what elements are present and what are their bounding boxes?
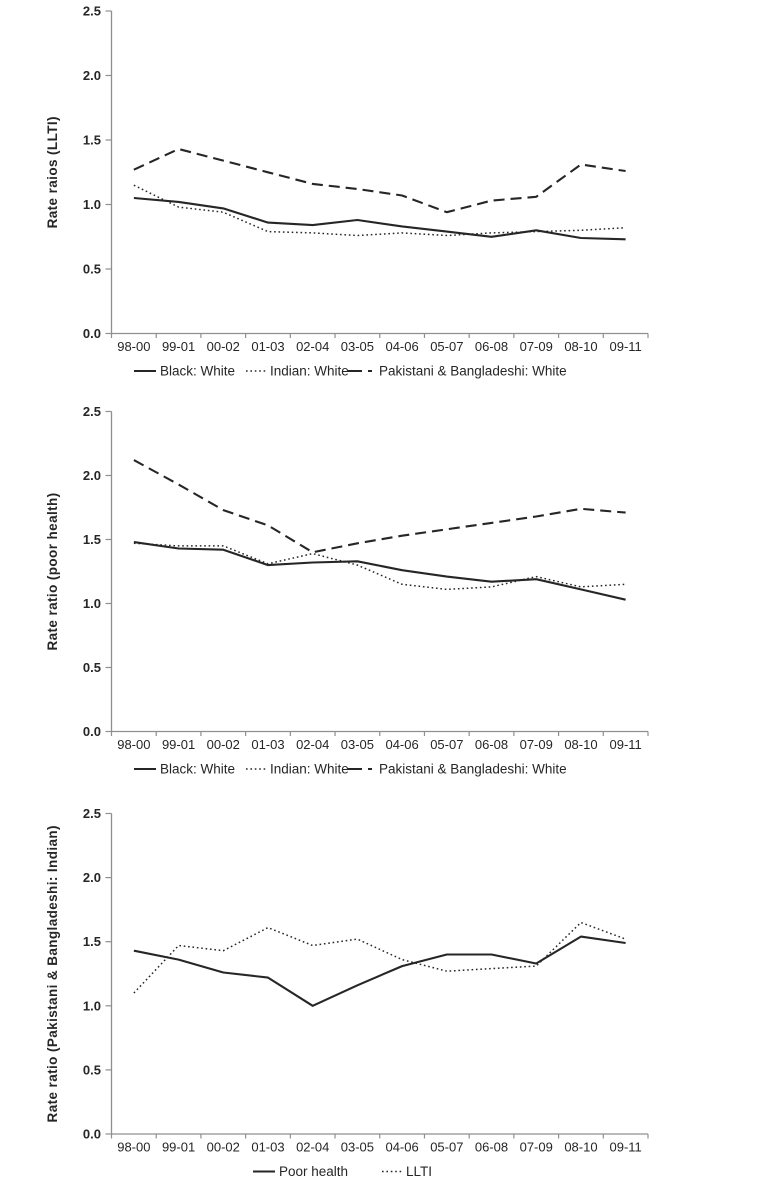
- legend-item-pakistani-bangladeshi-white: Pakistani & Bangladeshi: White: [348, 364, 567, 379]
- y-tick-label: 2.0: [83, 870, 101, 885]
- x-tick-label: 07-09: [520, 339, 553, 354]
- x-tick-label: 06-08: [475, 737, 508, 752]
- legend-item-indian-white: Indian: White: [246, 762, 349, 777]
- y-tick-label: 0.5: [83, 262, 101, 277]
- x-tick-label: 04-06: [385, 1140, 418, 1155]
- x-tick-label: 09-11: [609, 737, 641, 752]
- legend-label: Indian: White: [270, 762, 349, 777]
- y-tick-label: 1.0: [83, 998, 101, 1013]
- legend-item-llti: LLTI: [382, 1164, 432, 1179]
- y-tick-label: 1.5: [83, 934, 101, 949]
- series-line-poor-health: [133, 935, 626, 1007]
- series-line-llti: [133, 921, 626, 994]
- series-line-black-white: [133, 541, 626, 601]
- y-tick-label: 2.0: [83, 468, 101, 483]
- x-tick-label: 04-06: [385, 737, 418, 752]
- x-tick-label: 08-10: [564, 737, 597, 752]
- legend-item-black-white: Black: White: [134, 364, 235, 379]
- x-tick-label: 06-08: [475, 1140, 508, 1155]
- y-axis-title: Rate ratio (Pakistani & Bangladeshi: Ind…: [45, 825, 60, 1122]
- y-axis-title: Rate raios (LLTI): [45, 116, 60, 228]
- legend-item-pakistani-bangladeshi-white: Pakistani & Bangladeshi: White: [348, 762, 567, 777]
- legend-label: Pakistani & Bangladeshi: White: [379, 364, 567, 379]
- x-tick-label: 05-07: [430, 339, 463, 354]
- x-tick-label: 98-00: [117, 339, 150, 354]
- y-tick-label: 1.0: [83, 197, 101, 212]
- x-tick-label: 05-07: [430, 1140, 463, 1155]
- y-axis-title: Rate ratio (poor health): [45, 492, 60, 650]
- series-line-black-white: [133, 196, 626, 241]
- y-tick-label: 2.5: [83, 806, 101, 821]
- x-tick-label: 00-02: [207, 339, 240, 354]
- x-tick-label: 07-09: [520, 1140, 553, 1155]
- x-tick-label: 00-02: [207, 1140, 240, 1155]
- y-tick-label: 0.5: [83, 660, 101, 675]
- legend-item-poor-health: Poor health: [253, 1164, 348, 1179]
- x-tick-label: 03-05: [341, 737, 374, 752]
- x-tick-label: 98-00: [117, 737, 150, 752]
- legend-label: Pakistani & Bangladeshi: White: [379, 762, 567, 777]
- y-tick-label: 2.0: [83, 68, 101, 83]
- x-tick-label: 99-01: [162, 1140, 195, 1155]
- x-tick-label: 03-05: [341, 339, 374, 354]
- x-tick-label: 09-11: [609, 1140, 641, 1155]
- x-tick-label: 98-00: [117, 1140, 150, 1155]
- x-tick-label: 09-11: [609, 339, 641, 354]
- x-tick-label: 99-01: [162, 339, 195, 354]
- x-tick-label: 08-10: [564, 1140, 597, 1155]
- series-line-pakistani-bangladeshi-white: [133, 147, 626, 214]
- legend-label: Indian: White: [270, 364, 349, 379]
- series-line-pakistani-bangladeshi-white: [133, 459, 626, 554]
- chart-panel-1: 0.0 0.5 1.0 1.5 2.0 2.5 98-00 99-01 00-02 01-03 02…: [45, 4, 649, 379]
- y-tick-label: 1.5: [83, 532, 101, 547]
- y-tick-label: 2.5: [83, 4, 101, 19]
- chart-panel-2: 0.0 0.5 1.0 1.5 2.0 2.5 98-00 99-01 00-02 01-03 02…: [45, 404, 649, 777]
- legend-label: Poor health: [279, 1164, 348, 1179]
- x-tick-label: 01-03: [251, 737, 284, 752]
- x-tick-label: 07-09: [520, 737, 553, 752]
- y-tick-label: 0.0: [83, 326, 101, 341]
- legend-item-black-white: Black: White: [134, 762, 235, 777]
- y-tick-label: 0.5: [83, 1062, 101, 1077]
- x-tick-label: 02-04: [296, 737, 329, 752]
- x-tick-label: 99-01: [162, 737, 195, 752]
- y-tick-label: 0.0: [83, 724, 101, 739]
- x-tick-label: 01-03: [251, 1140, 284, 1155]
- x-tick-label: 02-04: [296, 339, 329, 354]
- legend-item-indian-white: Indian: White: [246, 364, 349, 379]
- x-tick-label: 03-05: [341, 1140, 374, 1155]
- y-tick-label: 1.5: [83, 133, 101, 148]
- x-tick-label: 00-02: [207, 737, 240, 752]
- chart-panel-3: 0.0 0.5 1.0 1.5 2.0 2.5 98-00 99-01 00-02 01-03 02…: [45, 806, 649, 1179]
- y-tick-label: 2.5: [83, 404, 101, 419]
- x-tick-label: 08-10: [564, 339, 597, 354]
- x-tick-label: 02-04: [296, 1140, 329, 1155]
- legend-label: LLTI: [406, 1164, 432, 1179]
- x-tick-label: 01-03: [251, 339, 284, 354]
- y-tick-label: 1.0: [83, 596, 101, 611]
- x-tick-label: 04-06: [385, 339, 418, 354]
- x-tick-label: 06-08: [475, 339, 508, 354]
- legend-label: Black: White: [160, 762, 235, 777]
- x-tick-label: 05-07: [430, 737, 463, 752]
- series-line-indian-white: [133, 184, 626, 237]
- y-tick-label: 0.0: [83, 1127, 101, 1142]
- legend-label: Black: White: [160, 364, 235, 379]
